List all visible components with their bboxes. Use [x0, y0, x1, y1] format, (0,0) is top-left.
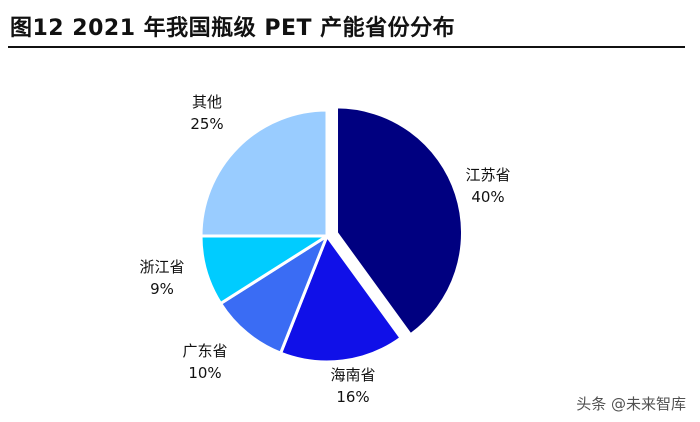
slice-value-1: 40% — [471, 188, 504, 206]
chart-title: 图12 2021 年我国瓶级 PET 产能省份分布 — [10, 16, 456, 41]
slice-label-3: 广东省 — [182, 342, 227, 360]
pie-slice-5 — [199, 108, 329, 238]
slice-value-5: 25% — [190, 115, 223, 133]
slice-value-2: 16% — [336, 388, 369, 406]
pie-slices — [199, 105, 464, 364]
slice-labels: 江苏省 40% 海南省 16% 广东省 10% 浙江省 9% 其他 25% — [139, 93, 510, 406]
slice-label-4: 浙江省 — [139, 258, 184, 276]
watermark: 头条 @未来智库 — [576, 395, 686, 413]
slice-value-3: 10% — [188, 364, 221, 382]
slice-label-2: 海南省 — [330, 366, 375, 384]
pie-slice-3 — [219, 234, 329, 355]
slice-label-5: 其他 — [192, 93, 222, 111]
slice-label-1: 江苏省 — [465, 166, 510, 184]
pie-slice-2 — [279, 234, 403, 364]
slice-value-4: 9% — [150, 280, 174, 298]
title-divider — [8, 46, 685, 48]
pie-slice-1 — [335, 105, 464, 337]
